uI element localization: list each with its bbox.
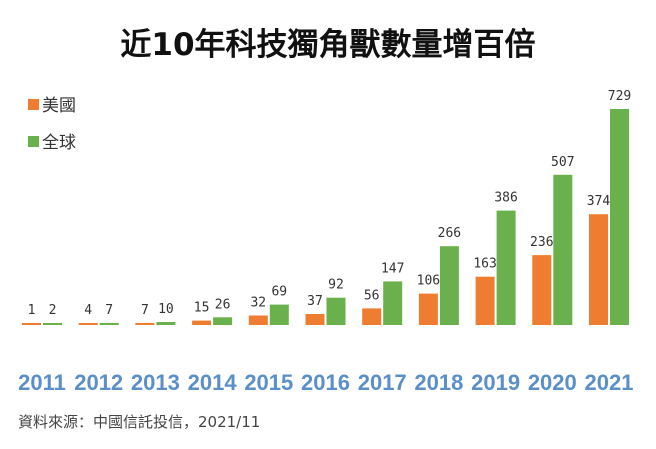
bar-us-2019 [475, 276, 495, 325]
bar-global-2013 [156, 322, 176, 325]
bar-global-2016 [326, 297, 346, 325]
value-label-global-2016: 92 [328, 278, 344, 293]
bar-us-2018 [418, 293, 438, 325]
legend-swatch-global [28, 136, 39, 147]
value-label-global-2015: 69 [271, 285, 287, 300]
x-tick-label-2018: 2018 [414, 370, 463, 395]
x-tick-label-2014: 2014 [188, 370, 238, 395]
bar-us-2016 [305, 314, 325, 325]
bar-us-2020 [532, 255, 552, 325]
value-label-global-2017: 147 [381, 261, 404, 276]
bar-global-2012 [99, 322, 119, 325]
value-label-us-2018: 106 [417, 274, 440, 289]
chart-title: 近10年科技獨角獸數量增百倍 [120, 27, 535, 63]
bar-us-2014 [192, 320, 212, 325]
x-tick-label-2015: 2015 [244, 370, 293, 395]
x-tick-label-2012: 2012 [74, 370, 123, 395]
bar-global-2021 [610, 109, 629, 325]
bar-us-2021 [589, 214, 608, 325]
bar-us-2013 [135, 322, 155, 325]
x-tick-label-2017: 2017 [358, 370, 407, 395]
x-tick-label-2016: 2016 [301, 370, 350, 395]
bar-us-2011 [22, 323, 41, 325]
value-label-global-2013: 10 [158, 302, 174, 317]
x-tick-label-2021: 2021 [585, 370, 634, 395]
value-label-us-2019: 163 [473, 257, 496, 272]
value-label-us-2016: 37 [307, 294, 323, 309]
legend: 美國 全球 [28, 96, 76, 153]
value-label-global-2021: 729 [608, 89, 631, 104]
bar-us-2015 [248, 315, 268, 325]
value-label-us-2021: 374 [587, 194, 611, 209]
bar-us-2012 [78, 323, 98, 325]
bars [22, 109, 629, 325]
value-label-global-2019: 386 [494, 191, 517, 206]
bar-global-2017 [383, 281, 403, 325]
value-label-us-2012: 4 [84, 303, 92, 318]
x-tick-label-2019: 2019 [471, 370, 520, 395]
bar-global-2019 [496, 210, 516, 325]
bar-global-2011 [43, 323, 62, 325]
x-tick-label-2013: 2013 [131, 370, 180, 395]
value-label-us-2017: 56 [364, 288, 380, 303]
value-label-us-2015: 32 [250, 296, 266, 311]
value-label-global-2011: 2 [49, 303, 57, 318]
source-note: 資料來源：中國信託投信，2021/11 [18, 413, 260, 431]
bar-global-2018 [439, 246, 459, 325]
bar-global-2015 [269, 304, 289, 325]
value-label-global-2012: 7 [105, 303, 113, 318]
legend-label-global: 全球 [42, 133, 76, 153]
bar-us-2017 [362, 308, 382, 325]
value-label-us-2013: 7 [141, 303, 149, 318]
bar-global-2020 [553, 174, 573, 325]
legend-swatch-us [28, 99, 39, 110]
value-label-global-2014: 26 [215, 297, 231, 312]
value-label-global-2020: 507 [551, 155, 574, 170]
value-label-us-2020: 236 [530, 235, 553, 250]
value-label-us-2011: 1 [28, 303, 36, 318]
bar-global-2014 [213, 317, 233, 325]
x-tick-label-2020: 2020 [528, 370, 577, 395]
x-axis-labels: 2011 2012 2013 2014 2015 2016 2017 2018 2019 2020… [18, 370, 633, 395]
value-labels: 1 2 4 7 7 10 15 26 32693792561471062661633862365… [28, 89, 632, 318]
value-label-global-2018: 266 [438, 226, 461, 241]
x-tick-label-2011: 2011 [18, 370, 66, 395]
value-label-us-2014: 15 [194, 301, 210, 316]
legend-label-us: 美國 [42, 96, 76, 116]
